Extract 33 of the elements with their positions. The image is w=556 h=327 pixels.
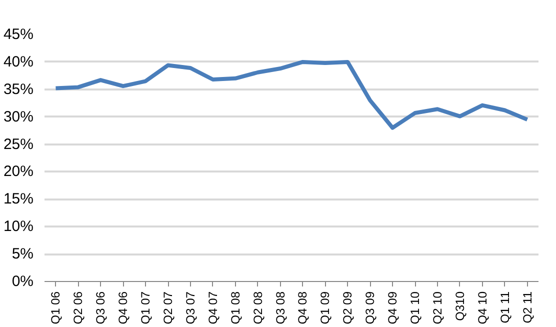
x-tick-label: Q2 07 [161, 291, 175, 324]
x-tick-label: Q1 11 [498, 291, 512, 324]
x-tick-label: Q2 11 [520, 291, 534, 324]
x-tick-label: Q1 10 [408, 291, 422, 324]
x-tick-label: Q3 06 [94, 291, 108, 324]
x-tick-label: Q2 06 [71, 291, 86, 324]
x-tick-label: Q3 09 [363, 291, 378, 324]
x-tick-label: Q310 [452, 291, 467, 321]
y-tick-label: 5% [12, 246, 34, 263]
y-tick-label: 35% [3, 80, 34, 98]
x-tick-label: Q2 08 [250, 291, 265, 324]
y-tick-label: 45% [3, 26, 34, 43]
x-tick-label: Q2 10 [430, 291, 444, 324]
y-tick-label: 10% [3, 218, 34, 236]
y-tick-label: 25% [3, 136, 34, 153]
x-tick-label: Q4 07 [206, 291, 220, 324]
line-series [54, 60, 530, 130]
x-tick-label: Q4 06 [116, 291, 130, 324]
x-tick-label: Q2 09 [340, 291, 355, 324]
y-tick-label: 20% [3, 163, 34, 180]
x-tick-label: Q4 10 [475, 291, 490, 324]
x-tick-label: Q1 09 [318, 291, 332, 324]
x-tick-label: Q4 09 [386, 291, 400, 324]
y-tick-label: 15% [3, 190, 34, 208]
x-tick-label: Q4 08 [296, 291, 310, 324]
y-tick-label: 0% [12, 273, 34, 290]
x-tick-label: Q3 07 [183, 291, 198, 324]
y-tick-label: 30% [3, 108, 34, 126]
x-tick-label: Q1 07 [138, 291, 153, 324]
x-tick-label: Q1 06 [48, 291, 63, 324]
x-tick-label: Q3 08 [273, 291, 288, 324]
x-tick-label: Q1 08 [228, 291, 242, 324]
y-tick-label: 40% [3, 53, 34, 70]
